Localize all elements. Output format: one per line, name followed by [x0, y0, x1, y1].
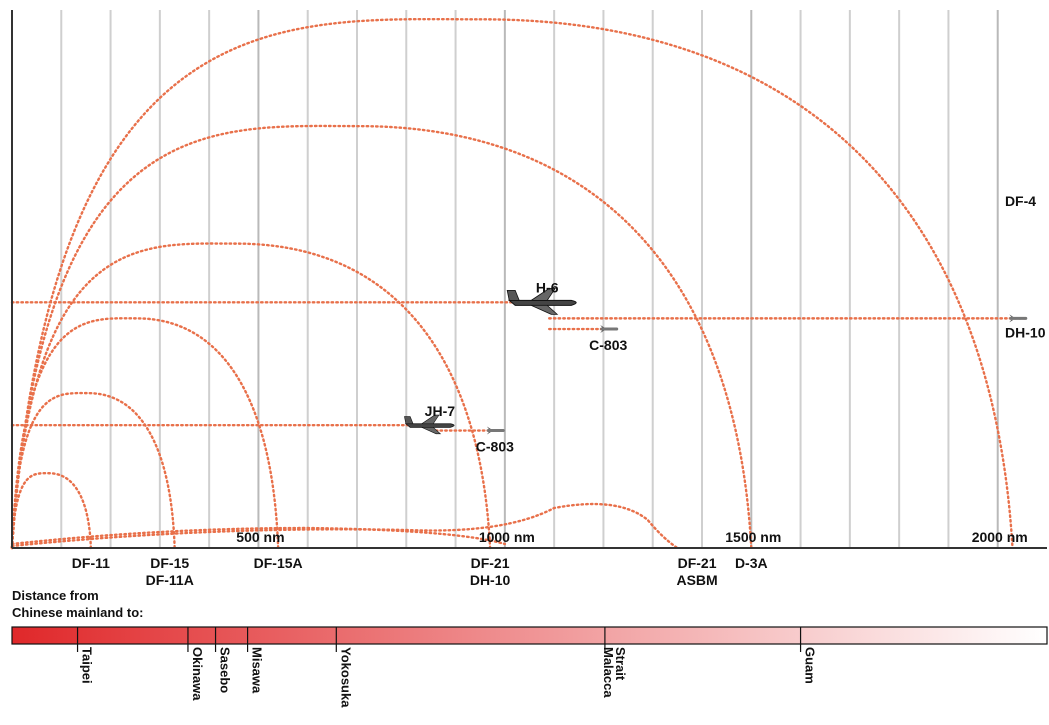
destination-label: Malacca [601, 647, 616, 698]
aircraft-icon-h-6 [506, 287, 577, 315]
missile-body [600, 327, 619, 331]
aircraft-icon-jh-7 [404, 414, 455, 435]
trajectory-df-11 [10, 472, 93, 550]
range-label: DF-11 [72, 555, 110, 571]
range-label: D-3A [735, 555, 768, 571]
x-tick-label: 2000 nm [972, 529, 1028, 545]
range-label: ASBM [676, 572, 717, 588]
trajectories [10, 17, 1029, 550]
destination-label: Guam [803, 647, 818, 684]
aircraft-wing [421, 427, 442, 435]
distance-gradient-bar [11, 626, 1048, 645]
aircraft-group [404, 287, 577, 435]
range-label: DF-21 [678, 555, 717, 571]
aircraft-tail [506, 289, 520, 301]
distance-bar: Distance from Chinese mainland to: Taipei O… [11, 588, 1048, 708]
destination-label: Strait [613, 647, 628, 681]
aircraft-label: H-6 [536, 279, 559, 295]
range-label: DF-21 [471, 555, 510, 571]
destination-label: Okinawa [190, 647, 205, 701]
missile-icon [1009, 314, 1028, 323]
aircraft-wing [531, 304, 559, 315]
missile-fin [600, 325, 605, 334]
distance-caption: Distance from [12, 588, 99, 603]
trajectory-cruise-d-3a [10, 526, 507, 546]
missile-fin [1009, 314, 1014, 323]
missile-body [1009, 316, 1028, 320]
range-label: DH-10 [470, 572, 511, 588]
missile-icon [486, 426, 505, 435]
x-tick-label: 1500 nm [725, 529, 781, 545]
destination-label: Misawa [250, 647, 265, 694]
aircraft-tail [404, 416, 414, 425]
missile-body [486, 429, 505, 433]
x-tick-label: 1000 nm [479, 529, 535, 545]
axes [11, 10, 1047, 549]
aircraft-wing [420, 414, 440, 425]
range-label: DF-11A [146, 572, 194, 588]
trajectory-df-21 [10, 242, 492, 550]
missile-label: DH-10 [1005, 324, 1046, 340]
aircraft-fuselage [404, 423, 455, 428]
destination-label: Taipei [80, 647, 95, 684]
destination-label: Yokosuka [338, 647, 353, 708]
range-label: DF-15A [254, 555, 303, 571]
trajectory-df-15a [10, 317, 280, 550]
x-tick-label: 500 nm [236, 529, 284, 545]
trajectory-df-21-asbm [10, 124, 753, 550]
destination-label: Sasebo [218, 647, 233, 693]
distance-caption: Chinese mainland to: [12, 605, 143, 620]
range-label: DF-15 [150, 555, 189, 571]
trajectory-df-4 [10, 17, 1014, 550]
aircraft-label: JH-7 [425, 403, 456, 419]
aircraft-wing [529, 287, 556, 301]
aircraft-fuselage [507, 299, 577, 306]
missile-icon [600, 325, 619, 334]
range-label: DF-4 [1005, 193, 1036, 209]
grid-lines [60, 10, 999, 548]
trajectory-cruise-dh-10 [10, 502, 679, 550]
missile-fin [486, 426, 491, 435]
missile-label: C-803 [589, 337, 627, 353]
trajectory-df-15 [10, 391, 176, 550]
missile-label: C-803 [476, 439, 514, 455]
